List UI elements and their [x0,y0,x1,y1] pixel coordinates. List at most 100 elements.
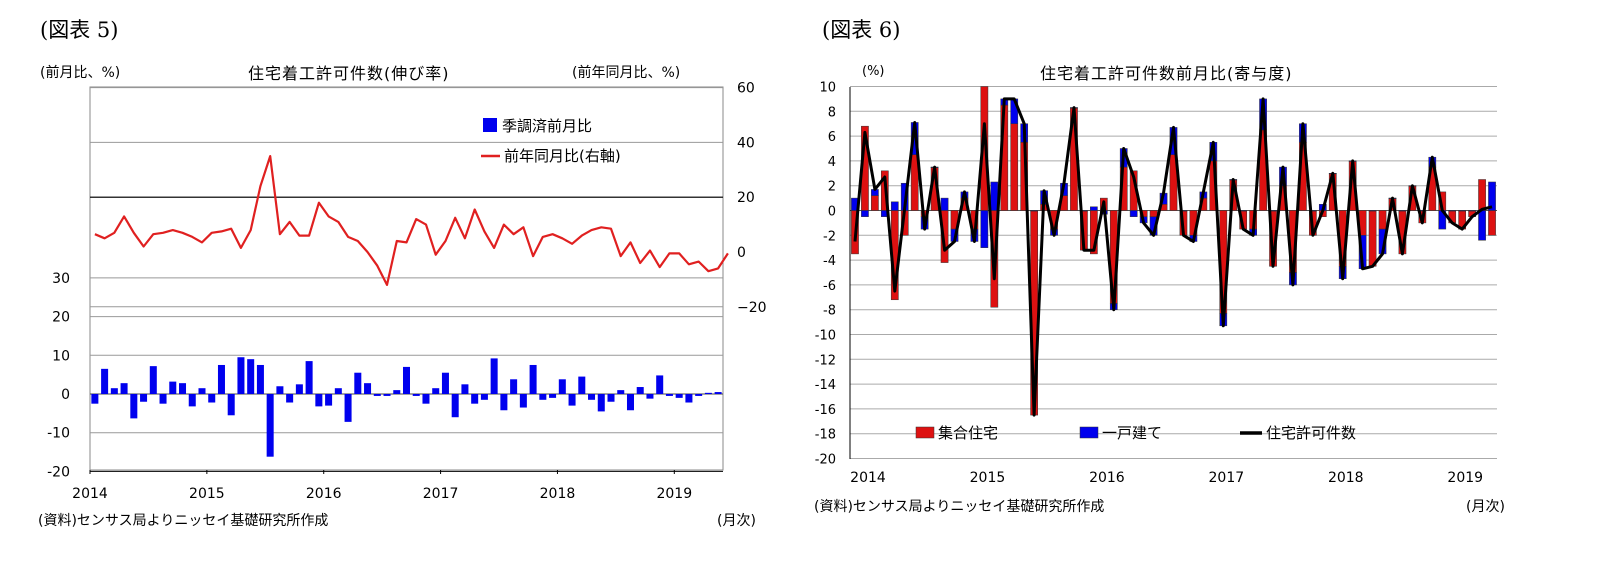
bar-mom-45 [529,364,537,394]
bar-mom-42 [500,394,508,411]
bar-mom-40 [480,394,488,400]
bar-mom-51 [588,394,596,400]
bar-mom-52 [597,394,605,412]
left-axis-unit: (前月比、%) [40,65,121,81]
bar-mom-0 [91,394,99,404]
bar-mom-46 [539,394,547,400]
bar-mom-33 [412,394,420,396]
bar-single-9 [940,197,949,211]
bar-mom-61 [685,394,693,403]
bar-mom-30 [383,394,391,396]
bar-mom-44 [519,394,527,408]
bar-multi-53 [1378,210,1387,230]
bar-mom-11 [198,388,206,394]
y-tick-right-chart: -12 [815,353,836,368]
bar-mom-55 [626,394,634,411]
y-tick-right-chart: 2 [828,180,836,195]
y-tick-right: 20 [737,190,755,206]
y-tick-right-chart: 0 [828,205,836,220]
figure-label-left: (図表 5) [40,18,119,42]
bar-mom-53 [607,394,615,402]
y-tick-right-chart: 8 [828,105,836,120]
bar-single-18 [1030,210,1038,212]
bar-mom-19 [276,386,284,394]
bar-mom-7 [159,394,167,404]
x-tick-right-chart: 2017 [1209,470,1245,486]
y-tick-right: 60 [737,81,755,97]
bar-mom-56 [636,387,644,394]
bar-mom-8 [169,381,177,394]
y-tick-right-chart: -20 [815,453,836,468]
bar-mom-21 [295,384,303,394]
bar-mom-29 [373,394,381,396]
legend-label-single: 一戸建て [1102,424,1162,442]
bar-mom-16 [247,359,255,394]
y-tick-right-chart: -14 [815,378,836,393]
bar-mom-27 [354,372,362,394]
y-tick-right-chart: 6 [828,130,836,145]
bar-mom-36 [441,372,449,394]
y-tick-left: -10 [47,426,70,442]
x-unit-left: (月次) [717,513,756,529]
x-unit-right: (月次) [1466,499,1505,515]
bar-mom-12 [208,394,216,403]
legend-swatch-multi [915,426,935,439]
bar-mom-38 [461,384,469,394]
bar-mom-60 [675,394,683,398]
bar-single-1 [861,210,869,217]
y-unit-right: (%) [862,64,885,79]
y-tick-right: 40 [737,135,755,151]
x-tick-right-chart: 2016 [1089,470,1125,486]
bar-single-62 [1468,210,1476,212]
y-tick-left: 20 [52,310,70,326]
bar-single-24 [1090,206,1098,211]
bar-mom-18 [266,394,274,457]
y-tick-right-chart: -16 [815,403,836,418]
bar-single-52 [1368,210,1377,212]
chart-title-right: 住宅着工許可件数前月比(寄与度) [1040,64,1293,83]
bar-mom-23 [315,394,323,407]
bar-mom-64 [714,392,722,394]
bar-single-4 [890,201,899,211]
bar-mom-39 [471,394,479,404]
y-tick-right-chart: -18 [815,428,836,443]
legend-swatch-single [1079,426,1099,439]
x-tick-left: 2018 [540,486,576,502]
y-tick-right-chart: 10 [819,81,836,96]
bar-mom-34 [422,394,430,404]
x-tick-left: 2014 [72,486,108,502]
bar-mom-63 [704,392,712,394]
line-total [853,97,1493,417]
x-tick-right-chart: 2014 [850,470,886,486]
bar-multi-52 [1368,210,1377,267]
x-tick-right-chart: 2019 [1447,470,1483,486]
chart-title-left: 住宅着工許可件数(伸び率) [248,64,450,83]
y-tick-right: −20 [737,300,767,316]
bar-mom-49 [568,394,576,406]
bar-mom-28 [364,383,372,394]
bar-mom-4 [130,394,138,419]
y-tick-left: 30 [52,271,70,287]
bar-mom-32 [402,366,411,394]
bar-mom-31 [393,390,401,394]
bar-single-63 [1478,210,1486,241]
bar-multi-30 [1149,210,1158,217]
bar-mom-24 [325,394,333,406]
bar-single-28 [1129,210,1138,217]
bar-multi-64 [1488,210,1496,236]
bar-single-64 [1488,181,1496,211]
bar-single-55 [1398,210,1407,212]
source-note-left: (資料)センサス局よりニッセイ基礎研究所作成 [38,513,329,529]
bar-multi-2 [871,195,879,211]
y-tick-right: 0 [737,245,746,261]
legend-label-multi: 集合住宅 [938,424,998,442]
bar-single-61 [1458,210,1466,212]
bar-mom-59 [665,394,673,396]
bar-mom-17 [256,364,264,394]
bar-single-60 [1448,210,1457,212]
y-tick-right-chart: -8 [823,304,836,319]
bar-mom-1 [101,368,109,394]
legend-swatch-mom [483,118,497,132]
bar-mom-35 [432,388,440,394]
right-axis-unit: (前年同月比、%) [572,65,681,81]
